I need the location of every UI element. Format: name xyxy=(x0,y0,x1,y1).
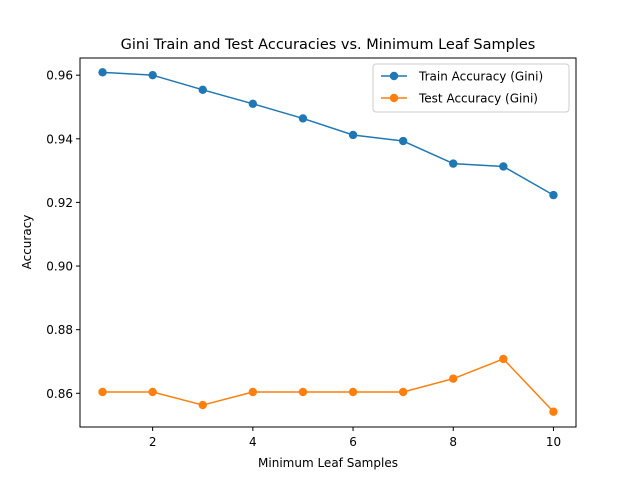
series-line xyxy=(102,71,554,196)
legend-label: Train Accuracy (Gini) xyxy=(418,70,543,84)
y-tick-label: 0.94 xyxy=(46,132,73,146)
y-tick-label: 0.92 xyxy=(46,196,73,210)
data-point xyxy=(198,85,207,95)
data-point xyxy=(398,136,408,146)
y-axis-label: Accuracy xyxy=(20,215,34,270)
data-point xyxy=(398,387,408,397)
x-tick-label: 2 xyxy=(149,435,157,449)
legend-label: Test Accuracy (Gini) xyxy=(418,92,538,106)
series-test xyxy=(98,354,558,416)
plot-frame xyxy=(79,57,577,428)
data-point xyxy=(348,130,358,140)
legend-marker xyxy=(389,71,399,81)
x-tick-label: 6 xyxy=(349,435,357,449)
x-axis: 2 4 6 8 10 xyxy=(149,427,561,449)
legend-marker xyxy=(389,93,399,103)
legend-frame xyxy=(372,63,570,113)
y-tick-label: 0.90 xyxy=(46,260,73,274)
x-axis-label: Minimum Leaf Samples xyxy=(258,456,398,470)
y-tick-label: 0.96 xyxy=(46,69,73,83)
data-point xyxy=(499,162,508,171)
y-axis: 0.86 0.88 0.90 0.92 0.94 0.96 xyxy=(46,69,80,401)
data-point xyxy=(298,114,308,123)
chart-title: Gini Train and Test Accuracies vs. Minim… xyxy=(121,37,536,53)
data-point xyxy=(148,387,157,397)
plot-area xyxy=(98,68,558,416)
series-train xyxy=(98,68,558,200)
series-line xyxy=(102,358,554,413)
x-tick-label: 8 xyxy=(449,435,457,449)
data-point xyxy=(98,68,107,77)
data-point xyxy=(449,159,458,168)
data-point xyxy=(549,407,558,416)
data-point xyxy=(148,70,157,80)
data-point xyxy=(248,99,258,109)
data-point xyxy=(499,354,508,364)
data-point xyxy=(198,400,207,410)
data-point xyxy=(348,387,358,397)
legend: Train Accuracy (Gini) Test Accuracy (Gini… xyxy=(372,63,570,113)
y-tick-label: 0.88 xyxy=(46,323,73,337)
x-tick-label: 4 xyxy=(249,435,257,449)
x-tick-label: 10 xyxy=(546,435,561,449)
y-tick-label: 0.86 xyxy=(46,387,73,401)
data-point xyxy=(298,387,308,397)
data-point xyxy=(449,374,458,383)
data-point xyxy=(98,387,107,397)
data-point xyxy=(549,190,558,200)
data-point xyxy=(248,387,258,397)
